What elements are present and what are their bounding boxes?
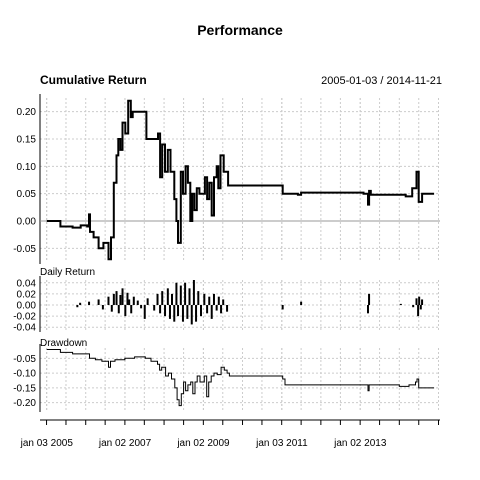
y-tick-label: -0.04 [13, 323, 36, 334]
x-tick-label: jan 03 2005 [20, 438, 74, 449]
y-tick-label: 0.00 [17, 217, 37, 228]
y-tick-label: -0.15 [13, 383, 36, 394]
y-tick-label: 0.02 [17, 289, 37, 300]
y-tick-label: -0.05 [13, 244, 36, 255]
cumulative-return-line [46, 99, 435, 261]
daily-return-title: Daily Return [40, 267, 95, 278]
x-tick-label: jan 02 2009 [176, 438, 230, 449]
x-tick-label: jan 03 2011 [255, 438, 308, 449]
y-tick-label: -0.02 [13, 312, 36, 323]
drawdown-title: Drawdown [40, 338, 87, 349]
date-range-label: 2005-01-03 / 2014-11-21 [321, 75, 442, 87]
y-tick-label: -0.20 [13, 398, 36, 409]
y-tick-label: 0.04 [17, 278, 37, 289]
y-tick-label: 0.10 [17, 162, 37, 173]
x-tick-label: jan 02 2013 [333, 438, 387, 449]
drawdown-line [46, 349, 435, 407]
y-tick-label: 0.00 [17, 301, 37, 312]
y-tick-label: -0.10 [13, 369, 36, 380]
y-tick-label: -0.05 [13, 354, 36, 365]
cumulative-return-title: Cumulative Return [40, 73, 147, 87]
y-tick-label: 0.15 [17, 135, 37, 146]
chart-title: Performance [197, 22, 283, 38]
y-tick-label: 0.20 [17, 107, 37, 118]
x-tick-label: jan 02 2007 [98, 438, 152, 449]
y-tick-label: 0.05 [17, 189, 37, 200]
